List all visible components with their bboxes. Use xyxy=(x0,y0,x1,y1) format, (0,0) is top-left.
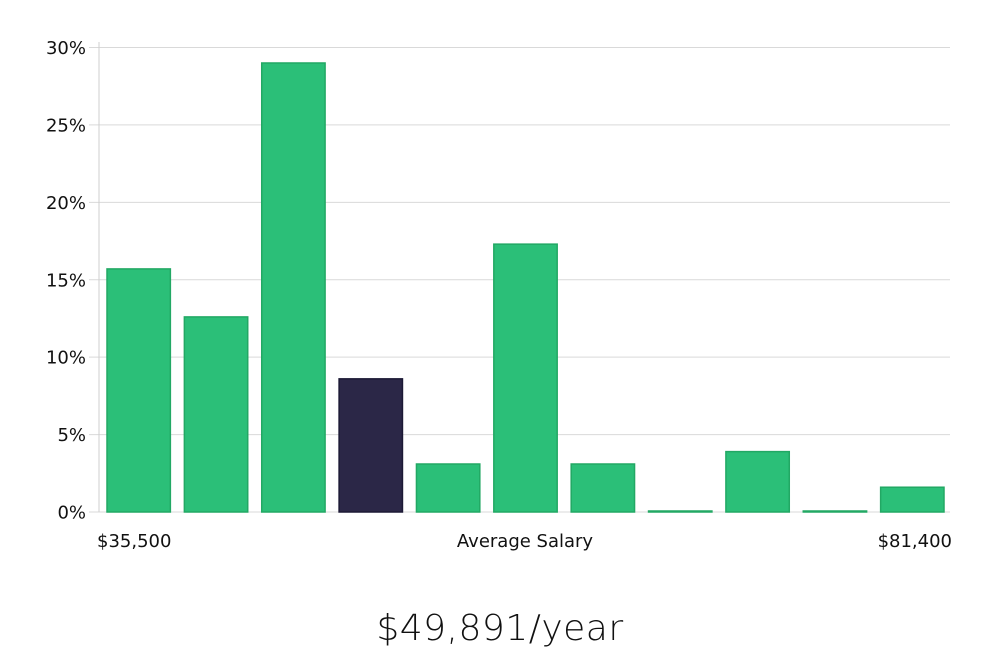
bar-highlighted xyxy=(338,378,404,513)
bar xyxy=(415,463,481,513)
x-min-label: $35,500 xyxy=(97,531,171,552)
bar xyxy=(725,450,791,513)
y-tick-label: 20% xyxy=(46,193,86,214)
bar xyxy=(183,316,249,513)
x-center-label: Average Salary xyxy=(457,531,594,552)
x-max-label: $81,400 xyxy=(878,531,952,552)
y-tick-label: 30% xyxy=(46,38,86,59)
y-tick-label: 25% xyxy=(46,115,86,136)
y-tick-label: 5% xyxy=(57,425,86,446)
bars xyxy=(106,62,945,513)
bar xyxy=(647,510,713,513)
y-axis-ticks: 0% 5% 10% 15% 20% 25% 30% xyxy=(46,38,86,524)
bar xyxy=(570,463,636,513)
average-salary-value: $49,891/year xyxy=(376,608,624,649)
bar xyxy=(260,62,326,513)
bar xyxy=(493,243,558,513)
bar xyxy=(879,486,945,513)
salary-histogram: 0% 5% 10% 15% 20% 25% 30% $35,500 Average Sala… xyxy=(46,38,952,552)
bar xyxy=(106,268,172,513)
y-tick-label: 15% xyxy=(46,270,86,291)
bar xyxy=(802,510,868,513)
y-tick-label: 0% xyxy=(57,503,86,524)
y-tick-label: 10% xyxy=(46,348,86,369)
